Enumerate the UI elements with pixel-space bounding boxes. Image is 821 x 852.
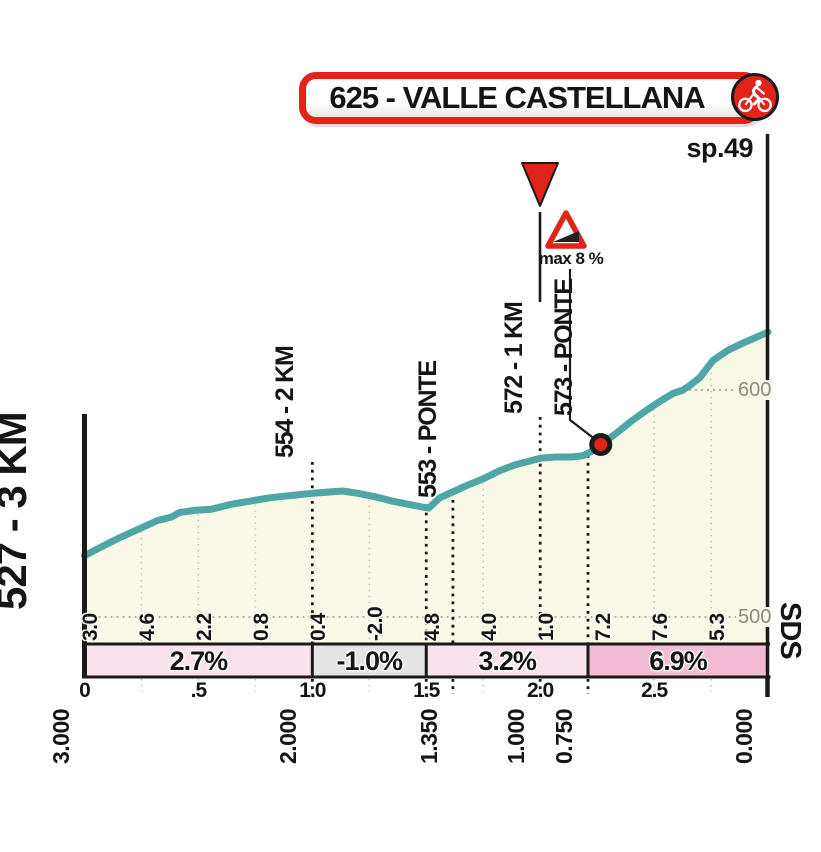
gradient-value: 5.3: [705, 613, 729, 641]
gradient-value: 0.4: [306, 613, 330, 641]
gradient-band-section: [312, 645, 427, 676]
gradient-band-section: [426, 645, 589, 676]
distance-to-go-label: 2.000: [275, 708, 302, 764]
road-number-label: sp.49: [686, 133, 753, 163]
km-marker-label-2km: 554 - 2 KM: [271, 346, 299, 458]
gradient-value: 7.2: [591, 613, 615, 641]
axis-tick-label: 1.5: [413, 679, 440, 702]
start-elevation-label: 527 - 3 KM: [0, 412, 35, 610]
gradient-value: 2.2: [192, 613, 216, 641]
gradient-value: 7.6: [648, 613, 672, 641]
gradient-value: 4.0: [477, 613, 501, 641]
gradient-band-section: [84, 645, 313, 676]
km-marker-label-1km: 572 - 1 KM: [500, 302, 528, 414]
section-gradient-label: 2.7%: [169, 646, 229, 676]
gradient-value: 1.0: [534, 613, 558, 641]
one-km-marker-triangle: [521, 162, 559, 207]
warning-max-gradient-label: max 8 %: [538, 249, 604, 268]
km-marker-label-ponte-573: 573 - PONTE: [550, 279, 578, 416]
km-marker-label-ponte-553: 553 - PONTE: [414, 361, 442, 498]
elevation-gridline-label: 500: [736, 607, 771, 627]
warning-slope-glyph: [553, 231, 579, 242]
axis-tick-label: 2.0: [527, 679, 554, 702]
gradient-value: 0.8: [249, 613, 273, 641]
axis-tick-label: 1.0: [299, 679, 326, 702]
distance-to-go-label: 0.750: [551, 708, 577, 764]
section-gradient-label: 3.2%: [478, 646, 537, 676]
distance-to-go-label: 3.000: [47, 708, 74, 764]
section-gradient-label: 6.9%: [649, 646, 708, 676]
gradient-value: 4.6: [135, 613, 159, 641]
elevation-gridline-label: 600: [736, 379, 774, 401]
gradient-value: -2.0: [363, 606, 387, 641]
banner-title: 625 - VALLE CASTELLANA: [329, 80, 705, 115]
axis-tick-label: 2.5: [640, 679, 668, 702]
gradient-value: 4.8: [420, 613, 444, 641]
section-gradient-label: -1.0%: [336, 646, 404, 676]
cyclist-icon: [731, 73, 779, 121]
stage-banner: 625 - VALLE CASTELLANA: [299, 72, 761, 124]
axis-tick-label: .5: [190, 679, 208, 702]
route-point-dot: [589, 432, 613, 456]
profile-line: [81, 328, 772, 560]
distance-to-go-label: 1.350: [415, 708, 442, 764]
distance-to-go-label: 0.000: [730, 708, 757, 764]
cyclist-icon-glyph: [738, 79, 772, 113]
sds-logo: SDS: [774, 602, 806, 659]
gradient-band-section: [588, 645, 768, 676]
leader-line: [568, 269, 597, 441]
distance-to-go-label: 1.000: [503, 708, 530, 764]
axis-tick-label: 0: [79, 679, 91, 702]
gradient-value: 3.0: [78, 613, 102, 641]
